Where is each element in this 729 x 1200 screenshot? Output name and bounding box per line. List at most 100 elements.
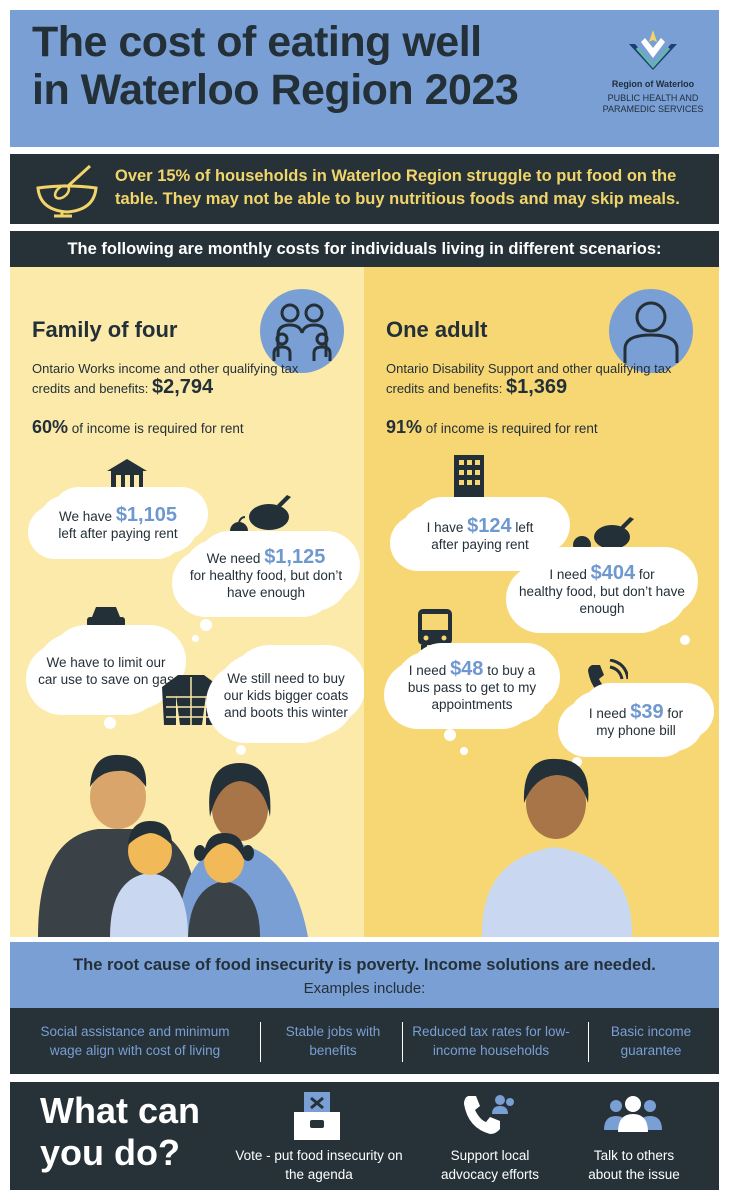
family-panel: Family of four Ontario Works income and … [10, 267, 364, 937]
apartment-building-icon [454, 455, 484, 501]
adult-left-line-1: I have $124 left [427, 514, 534, 537]
bowl-whisk-icon [36, 164, 98, 218]
family-icon [272, 303, 332, 361]
thought-dot [192, 635, 199, 642]
action-vote: Vote - put food insecurity on the agenda [235, 1148, 403, 1182]
family-thought-coats: We still need to buy our kids bigger coa… [216, 653, 356, 737]
family-illustration [38, 754, 308, 937]
adult-bus-post: bus pass to get to my appointments [407, 680, 537, 712]
adult-bus-post-inline: to buy a [487, 663, 536, 678]
adult-rent-pct: 91% [386, 417, 423, 437]
action-section: What can you do? Vote - put food insecur… [10, 1082, 719, 1190]
adult-income-amount: $1,369 [505, 376, 568, 398]
adult-icon-circle [609, 289, 693, 373]
thought-dot [236, 745, 246, 755]
adult-food-post-inline: for [638, 567, 655, 582]
family-thought-left-after-rent: We have $1,105 left after paying rent [38, 495, 198, 553]
examples-label: Examples include: [303, 980, 426, 997]
phone-people-icon [464, 1095, 514, 1134]
scenarios-subheading: The following are monthly costs for indi… [10, 231, 719, 267]
family-thought-food: We need $1,125 for healthy food, but don… [182, 539, 350, 611]
root-cause-statement: The root cause of food insecurity is pov… [73, 956, 656, 974]
bus-icon [418, 609, 452, 651]
page-title: The cost of eating well in Waterloo Regi… [32, 18, 572, 114]
solution-item: Basic income guarantee [610, 1024, 692, 1058]
intro-text: Over 15% of households in Waterloo Regio… [115, 167, 680, 208]
adult-food-amount: $404 [590, 562, 636, 584]
apple-chicken-icon [573, 517, 634, 554]
adult-phone-pre: I need [588, 705, 627, 721]
family-heading: Family of four [32, 317, 178, 342]
adult-rent: 91% of income is required for rent [386, 417, 598, 438]
jacket-icon [162, 675, 220, 725]
adult-heading: One adult [386, 317, 488, 342]
logo-dept-line-2: PARAMEDIC SERVICES [602, 104, 704, 114]
apple-chicken-icon [230, 495, 291, 540]
family-coats-text: We still need to buy our kids bigger coa… [223, 670, 349, 720]
adult-food-pre: I need [549, 567, 587, 582]
adult-illustration [481, 758, 633, 937]
adult-food-line-1: I need $404 for [549, 562, 655, 584]
intro-banner: Over 15% of households in Waterloo Regio… [10, 154, 719, 224]
car-icon [87, 607, 125, 633]
thought-dot [572, 757, 582, 767]
adult-left-amount: $124 [467, 514, 512, 537]
adult-bus-pre: I need [408, 663, 447, 678]
adult-left-post: after paying rent [431, 536, 529, 552]
solution-item: Stable jobs with benefits [285, 1024, 381, 1058]
thought-dot [200, 619, 212, 631]
thought-dot [444, 729, 456, 741]
title-line-2: in Waterloo Region 2023 [32, 66, 519, 114]
divider [402, 1022, 403, 1062]
divider [260, 1022, 261, 1062]
thought-dot [460, 747, 468, 755]
action-title-line-1: What can [40, 1090, 201, 1131]
family-left-amount: $1,105 [115, 503, 177, 526]
family-food-post: for healthy food, but don’t have enough [189, 568, 343, 600]
adult-thought-phone: I need $39 for my phone bill [568, 691, 704, 751]
adult-bus-amount: $48 [450, 658, 484, 680]
solution-item: Social assistance and minimum wage align… [40, 1024, 230, 1058]
solution-item: Reduced tax rates for low-income househo… [412, 1024, 570, 1058]
family-food-line-1: We need $1,125 [206, 547, 326, 567]
family-rent-pct: 60% [32, 417, 69, 437]
family-left-post: left after paying rent [58, 525, 178, 541]
action-advocacy: Support local advocacy efforts [440, 1148, 540, 1182]
thought-dot [680, 635, 690, 645]
root-cause-banner: The root cause of food insecurity is pov… [10, 942, 719, 1008]
divider [588, 1022, 589, 1062]
person-icon [623, 301, 679, 363]
header-banner: The cost of eating well in Waterloo Regi… [10, 10, 719, 147]
adult-thought-food: I need $404 for healthy food, but don’t … [516, 555, 688, 627]
family-left-pre: We have [59, 508, 113, 524]
adult-rent-label: of income is required for rent [425, 421, 598, 436]
adult-left-post-inline: left [515, 519, 534, 535]
adult-phone-post-inline: for [667, 705, 684, 721]
family-rent-label: of income is required for rent [71, 421, 244, 436]
family-thought-car: We have to limit our car use to save on … [36, 633, 176, 709]
family-food-pre: We need [206, 551, 261, 566]
thought-dot [104, 717, 116, 729]
solutions-bar: Social assistance and minimum wage align… [10, 1008, 719, 1074]
adult-income: Ontario Disability Support and other qua… [386, 359, 696, 398]
adult-phone-amount: $39 [630, 700, 664, 723]
action-talk: Talk to others about the issue [588, 1148, 680, 1182]
house-icon [107, 459, 147, 491]
adult-thought-left-after-rent: I have $124 left after paying rent [400, 505, 560, 565]
adult-phone-post: my phone bill [596, 722, 676, 738]
adult-food-post: healthy food, but don’t have enough [519, 584, 685, 616]
adult-income-label: Ontario Disability Support and other qua… [386, 361, 672, 396]
action-title: What can you do? [40, 1090, 200, 1174]
family-left-line-1: We have $1,105 [59, 503, 177, 526]
people-group-icon [604, 1096, 662, 1132]
region-logo: Region of Waterloo PUBLIC HEALTH AND PAR… [593, 28, 713, 115]
logo-department: PUBLIC HEALTH AND PARAMEDIC SERVICES [593, 93, 713, 115]
family-income-amount: $2,794 [151, 376, 214, 398]
family-rent: 60% of income is required for rent [32, 417, 244, 438]
action-title-line-2: you do? [40, 1132, 180, 1173]
logo-emblem-icon [629, 30, 677, 70]
title-line-1: The cost of eating well [32, 18, 482, 66]
adult-bus-line-1: I need $48 to buy a [408, 658, 536, 680]
family-icon-circle [260, 289, 344, 373]
logo-dept-line-1: PUBLIC HEALTH AND [607, 93, 699, 103]
